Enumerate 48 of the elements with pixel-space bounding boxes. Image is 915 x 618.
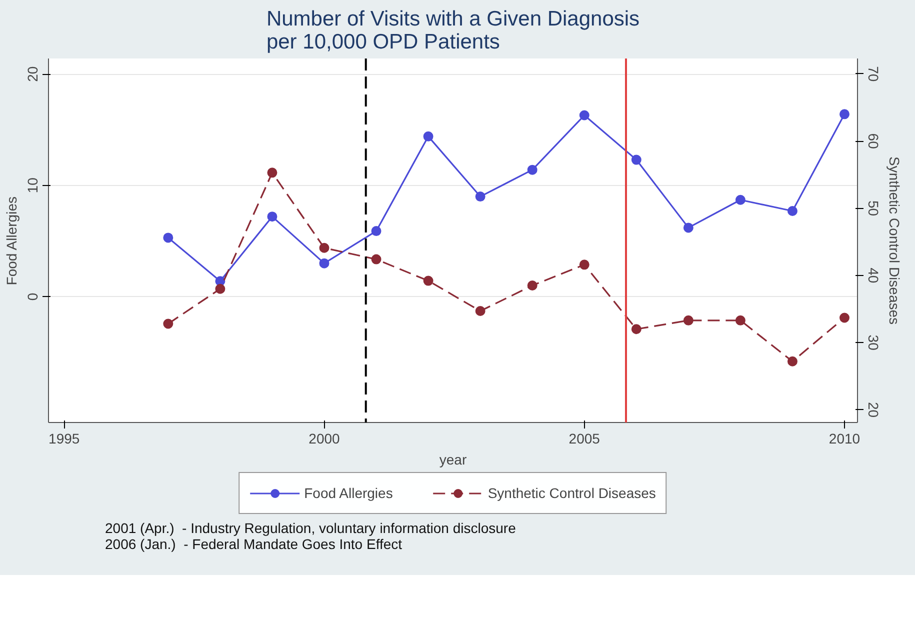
point [839,312,850,323]
text: 2006 (Jan.) - Federal Mandate Goes Into Effect [105,536,404,552]
y2-tick-label: 30 [866,334,882,351]
point [319,258,330,268]
point [319,242,330,253]
x-tick-label: 1995 [48,430,80,446]
point [631,154,642,165]
text: 2001 (Apr.) - Industry Regulation, voluntary information disclosure [105,520,516,536]
point [735,194,746,205]
y-tick-label: 10 [24,177,40,194]
point [787,206,798,216]
y2-tick-label: 60 [866,133,882,150]
point [423,276,434,286]
point [371,254,382,264]
point [579,260,590,270]
point [163,232,174,243]
y-tick-label: 20 [24,66,40,82]
point [371,226,382,236]
point [527,164,538,175]
point [683,315,694,326]
x-tick-label: 2000 [308,430,340,446]
legend-label: Food Allergies [304,484,393,500]
y2-axis-title: Synthetic Control Diseases [886,156,902,325]
point [267,168,278,178]
point [267,212,278,222]
point [163,318,174,329]
x-axis-title: year [439,452,467,468]
point [631,324,642,334]
y2-tick-label: 50 [866,200,882,216]
legend-label: Synthetic Control Diseases [488,484,656,500]
y2-tick-label: 70 [866,66,882,82]
y-axis-title: Food Allergies [4,196,20,286]
point [215,284,226,294]
point [475,192,486,202]
x-tick-label: 2010 [828,430,860,446]
y2-tick-label: 40 [866,268,882,284]
y2-tick-label: 20 [866,402,882,418]
point [423,131,434,142]
point [787,356,798,366]
point [735,315,746,326]
y-tick-label: 0 [24,292,40,301]
point [475,306,486,316]
chart-title: Number of Visits with a Given Diagnosis per 10,000 OPD Patients [266,8,640,54]
x-tick-label: 2005 [568,430,600,446]
point [683,222,694,233]
point [579,110,590,120]
point [839,109,850,120]
point [527,280,538,290]
